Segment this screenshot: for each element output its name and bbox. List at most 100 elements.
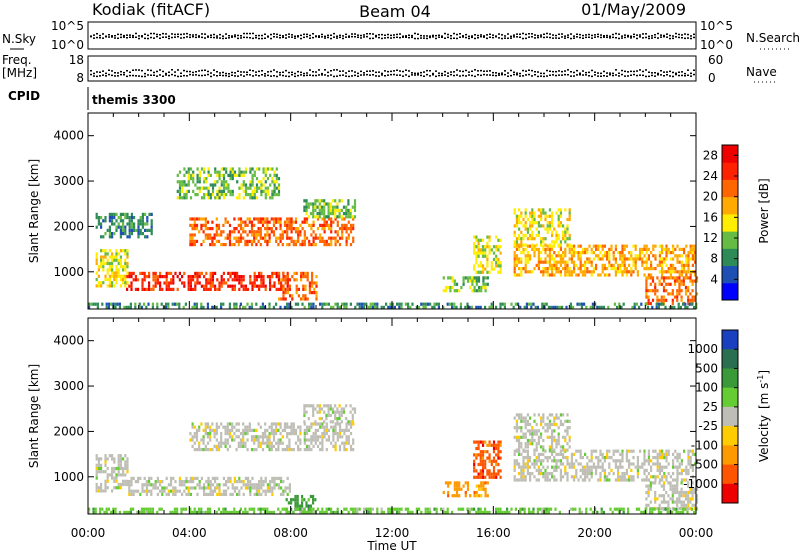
data-cell	[444, 285, 448, 290]
trace-point	[501, 37, 503, 40]
data-cell	[205, 284, 208, 288]
data-cell	[191, 444, 194, 448]
data-cell	[331, 208, 335, 212]
trace-point	[660, 34, 662, 36]
trace-point	[294, 72, 296, 75]
data-cell	[111, 268, 114, 272]
data-cell	[665, 251, 668, 255]
data-cell	[601, 254, 604, 258]
data-cell	[562, 251, 565, 255]
data-cell	[473, 248, 476, 252]
data-cell	[288, 278, 291, 282]
trace-point	[471, 36, 473, 39]
data-cell	[351, 413, 354, 417]
data-cell	[382, 305, 385, 309]
data-cell	[481, 475, 485, 479]
data-cell	[113, 271, 116, 275]
data-cell	[347, 435, 350, 439]
trace-point	[633, 73, 635, 76]
data-cell	[298, 504, 301, 508]
data-cell	[130, 483, 133, 487]
data-cell	[260, 271, 263, 275]
data-cell	[691, 298, 694, 302]
data-cell	[542, 419, 545, 423]
data-cell	[490, 475, 493, 479]
freq-tick-bottom: 8	[76, 71, 84, 85]
data-cell	[479, 305, 482, 309]
trace-point	[297, 36, 299, 38]
data-cell	[673, 484, 677, 488]
data-cell	[275, 173, 278, 177]
data-cell	[303, 205, 306, 209]
data-cell	[229, 167, 232, 171]
data-cell	[187, 183, 190, 187]
data-cell	[124, 216, 127, 220]
data-cell	[341, 441, 344, 445]
data-cell	[119, 225, 122, 229]
data-cell	[488, 235, 491, 239]
data-cell	[484, 487, 487, 491]
data-cell	[282, 275, 285, 279]
data-cell	[329, 420, 332, 424]
data-cell	[566, 426, 569, 430]
data-cell	[255, 236, 258, 240]
data-cell	[636, 462, 639, 466]
data-cell	[484, 267, 487, 271]
data-cell	[572, 305, 575, 309]
data-cell	[189, 476, 192, 480]
data-cell	[687, 459, 690, 463]
data-cell	[242, 183, 245, 187]
data-cell	[592, 462, 595, 466]
data-cell	[658, 494, 661, 498]
data-cell	[139, 228, 142, 232]
data-cell	[122, 249, 125, 253]
data-cell	[632, 260, 635, 264]
data-cell	[524, 475, 527, 479]
data-cell	[671, 494, 674, 498]
trace-point	[675, 73, 677, 76]
data-cell	[466, 481, 470, 485]
data-cell	[566, 230, 569, 234]
trace-point	[558, 37, 560, 39]
data-cell	[275, 186, 278, 190]
data-cell	[520, 416, 523, 420]
data-cell	[176, 180, 179, 184]
data-cell	[671, 298, 674, 302]
data-cell	[522, 448, 525, 452]
trace-point	[270, 37, 272, 40]
data-cell	[451, 276, 454, 280]
data-cell	[643, 472, 646, 476]
data-cell	[100, 258, 103, 262]
data-cell	[227, 284, 230, 288]
data-cell	[240, 486, 243, 490]
data-cell	[124, 281, 127, 285]
data-cell	[321, 227, 324, 231]
data-cell	[261, 432, 265, 436]
trace-point	[426, 73, 428, 76]
data-cell	[251, 284, 254, 288]
trace-point	[615, 69, 617, 71]
data-cell	[181, 492, 184, 496]
trace-point	[453, 32, 455, 35]
trace-point	[291, 74, 293, 76]
data-cell	[533, 254, 536, 258]
data-cell	[338, 435, 342, 439]
data-cell	[559, 475, 562, 479]
data-cell	[114, 305, 117, 309]
data-cell	[551, 244, 554, 248]
data-cell	[284, 486, 287, 490]
data-cell	[110, 302, 113, 306]
trace-point	[150, 36, 152, 39]
data-cell	[542, 247, 545, 251]
trace-point	[480, 69, 482, 72]
data-cell	[286, 284, 289, 288]
data-cell	[106, 476, 109, 480]
data-cell	[264, 180, 267, 184]
data-cell	[314, 407, 317, 411]
data-cell	[540, 459, 543, 463]
data-cell	[152, 278, 155, 282]
data-cell	[257, 233, 260, 237]
data-cell	[192, 486, 195, 490]
data-cell	[321, 444, 324, 448]
data-cell	[102, 281, 105, 285]
